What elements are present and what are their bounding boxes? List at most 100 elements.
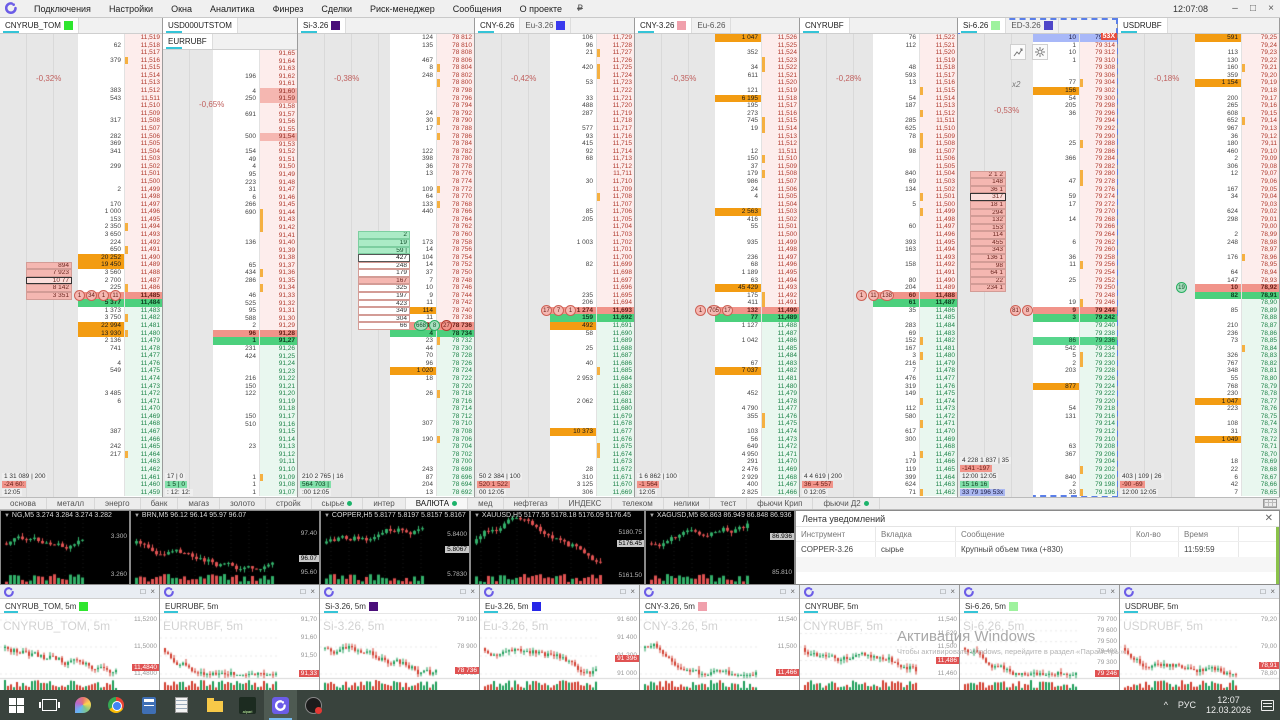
ladder-row[interactable]: 416 11,502 — [635, 215, 799, 224]
ladder-row[interactable]: 24 11,506 — [635, 185, 799, 194]
workspace-tab-энерго[interactable]: энерго — [95, 498, 141, 509]
ladder-row[interactable]: 741 11,478 — [0, 344, 162, 353]
ladder-row[interactable]: 7 78 748 — [298, 276, 474, 285]
ladder-row[interactable]: 78 712 — [298, 412, 474, 421]
ladder-row[interactable]: 91,23 — [163, 367, 297, 376]
ladder-row[interactable]: 91,18 — [163, 405, 297, 413]
menu-item-Сообщения[interactable]: Сообщения — [452, 3, 502, 14]
tab-CNYRUB_TOM[interactable]: CNYRUB_TOM — [0, 18, 79, 33]
ladder-row[interactable]: 179 11,508 — [635, 170, 799, 178]
ladder-row[interactable]: 2 79 198 — [958, 481, 1117, 489]
ladder-row[interactable]: 525 91,32 — [163, 299, 297, 308]
ladder-row[interactable]: 588 91,30 — [163, 314, 297, 323]
ladder-row[interactable]: 131 79 216 — [958, 412, 1117, 421]
ladder-row[interactable]: 78 720 — [298, 382, 474, 391]
ladder-row[interactable]: 61 11,487 — [800, 299, 957, 307]
ladder-row[interactable]: 78 702 — [298, 450, 474, 459]
ladder-row[interactable]: 11,513 — [635, 132, 799, 141]
ladder-row[interactable]: 112 11,473 — [800, 405, 957, 413]
ladder-row[interactable]: 91,65 — [163, 50, 297, 58]
ladder-row[interactable]: 205 79 298 — [958, 102, 1117, 110]
ladder-row[interactable]: 158 11,492 — [800, 261, 957, 269]
ladder-row[interactable]: 156 79 302 — [958, 87, 1117, 95]
ladder-row[interactable]: 91,19 — [163, 397, 297, 406]
ladder-row[interactable]: 11,493 — [800, 253, 957, 262]
workspace-tab-магаз[interactable]: магаз — [178, 498, 221, 509]
ladder-row[interactable]: 265 79,16 — [1118, 102, 1279, 110]
ladder-row[interactable]: 130 79,22 — [1118, 56, 1279, 65]
ladder-row[interactable]: 91,64 — [163, 57, 297, 66]
ladder-row[interactable]: 11,687 — [475, 352, 634, 360]
ladder-row[interactable]: 549 11,475 — [0, 367, 162, 376]
ladder-row[interactable]: 500 91,54 — [163, 133, 297, 141]
ladder-row[interactable]: 79,24 — [1118, 41, 1279, 50]
ladder-row[interactable]: 78,75 — [1118, 412, 1279, 421]
ladder-row[interactable]: 2 350 11,494 — [0, 223, 162, 232]
ladder-row[interactable]: 95 91,49 — [163, 171, 297, 179]
ladder-row[interactable]: 11,468 — [0, 420, 162, 429]
menu-item-Риск-менеджер[interactable]: Риск-менеджер — [370, 3, 435, 14]
ladder-row[interactable]: 78 786 — [298, 132, 474, 141]
ladder-row[interactable]: 91,53 — [163, 140, 297, 149]
ladder-row[interactable]: 19 11,514 — [635, 124, 799, 133]
ladder-row[interactable]: 11,481 — [635, 375, 799, 383]
ladder-row[interactable]: 348 78,81 — [1118, 367, 1279, 376]
ladder-row[interactable]: 625 11,510 — [800, 124, 957, 133]
ladder-row[interactable]: 11,682 — [475, 390, 634, 398]
ladder-row[interactable]: 11,678 — [475, 420, 634, 429]
ladder-row[interactable]: 307 78 710 — [298, 420, 474, 429]
ladder-row[interactable]: 80 11,490 — [800, 276, 957, 285]
ladder-row[interactable]: 355 11,476 — [635, 412, 799, 421]
ladder-row[interactable]: 1 049 78,72 — [1118, 435, 1279, 444]
ladder-row[interactable]: 283 11,484 — [800, 321, 957, 330]
ladder-row[interactable]: 285 11,511 — [800, 117, 957, 125]
ladder-row[interactable]: 31 78,73 — [1118, 428, 1279, 436]
taskbar-icon-folder[interactable] — [198, 690, 231, 720]
ladder-row[interactable]: 4 91,50 — [163, 163, 297, 171]
ladder-row[interactable]: 69 11,483 — [800, 329, 957, 338]
ladder-row[interactable]: 11,676 — [475, 435, 634, 444]
collapse-triangle-icon[interactable]: ▼ — [4, 513, 10, 519]
menu-item-Аналитика[interactable]: Аналитика — [210, 3, 255, 14]
ladder-row[interactable]: 1 154 79,19 — [1118, 79, 1279, 88]
ladder-row[interactable]: 78 760 — [298, 231, 474, 239]
ladder-row[interactable]: 3 750 11,482 — [0, 314, 162, 322]
ladder-row[interactable]: 1 79 314 — [958, 41, 1117, 50]
taskbar-icon-task-view[interactable] — [33, 690, 66, 720]
maximize-button[interactable]: □ — [1249, 3, 1257, 14]
ladder-row[interactable]: 78 774 — [298, 177, 474, 186]
ladder-row[interactable]: 206 11,694 — [475, 299, 634, 307]
ladder-row[interactable]: 4 91,60 — [163, 87, 297, 96]
ladder-row[interactable]: 98 11,507 — [800, 147, 957, 156]
ladder-row[interactable]: 173 78 758 — [298, 238, 474, 247]
ladder-row[interactable]: 79 210 — [958, 435, 1117, 444]
ladder-row[interactable]: 47 79 278 — [958, 177, 1117, 186]
ladder-row[interactable]: 2 953 11,684 — [475, 375, 634, 383]
ladder-row[interactable]: 11,501 — [800, 193, 957, 201]
ladder-row[interactable]: 767 78,82 — [1118, 359, 1279, 368]
maximize-button[interactable]: □ — [940, 587, 946, 596]
ladder-row[interactable]: 11,477 — [0, 352, 162, 360]
ladder-row[interactable]: 67 11,483 — [635, 359, 799, 368]
ladder-row[interactable]: 79,18 — [1118, 87, 1279, 95]
ladder-row[interactable]: 175 11,492 — [635, 291, 799, 300]
ladder-row[interactable]: 14 78 756 — [298, 246, 474, 254]
ladder-row[interactable]: 2 11,499 — [0, 185, 162, 194]
ladder-row[interactable]: 230 78,78 — [1118, 390, 1279, 398]
ladder-row[interactable]: 91,63 — [163, 65, 297, 73]
ladder-row[interactable]: 36 79 296 — [958, 109, 1117, 118]
ladder-row[interactable]: 79 264 — [958, 231, 1117, 239]
ladder-row[interactable]: 33 11,721 — [475, 94, 634, 103]
ladder-row[interactable]: 11,514 — [0, 71, 162, 80]
ladder-row[interactable]: 11,704 — [475, 223, 634, 232]
ladder-row[interactable]: 63 79 208 — [958, 443, 1117, 451]
ladder-row[interactable]: 79 238 — [958, 329, 1117, 338]
ladder-row[interactable]: 204 78 694 — [298, 481, 474, 489]
tab-Eu-6.26[interactable]: Eu-6.26 — [692, 18, 732, 33]
ladder-row[interactable]: 223 91,48 — [163, 178, 297, 187]
ladder-row[interactable]: 11,515 — [800, 87, 957, 95]
ladder-row[interactable]: 231 91,26 — [163, 344, 297, 353]
ladder-row[interactable]: 152 11,482 — [800, 337, 957, 345]
ladder-row[interactable]: 11,709 — [475, 185, 634, 194]
taskbar-icon-notepad[interactable] — [165, 690, 198, 720]
